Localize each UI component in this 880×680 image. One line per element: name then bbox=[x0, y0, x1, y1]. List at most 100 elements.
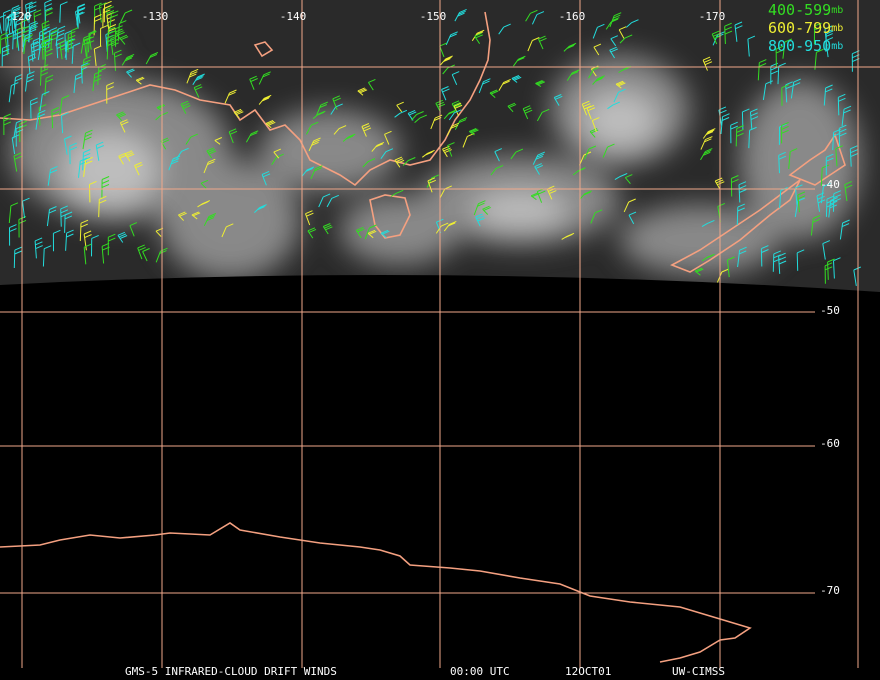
wind-barb bbox=[30, 97, 38, 119]
wind-barb bbox=[440, 55, 453, 66]
wind-barb bbox=[741, 108, 750, 130]
wind-barb bbox=[820, 182, 831, 204]
wind-barb bbox=[511, 75, 522, 83]
wind-barb bbox=[618, 26, 627, 39]
wind-barb bbox=[607, 101, 620, 110]
wind-barb bbox=[308, 137, 321, 152]
wind-barb bbox=[70, 27, 79, 49]
wind-barb bbox=[795, 184, 803, 206]
wind-barb bbox=[3, 113, 11, 136]
wind-barb bbox=[778, 123, 787, 145]
wind-barb bbox=[245, 130, 259, 143]
wind-barb bbox=[738, 181, 747, 203]
wind-barb bbox=[95, 141, 104, 161]
wind-barb bbox=[214, 137, 222, 145]
wind-barb bbox=[8, 202, 19, 224]
wind-barb bbox=[126, 68, 135, 78]
wind-barb bbox=[361, 123, 372, 137]
wind-barb bbox=[748, 126, 757, 149]
wind-barb bbox=[478, 78, 491, 94]
wind-barb bbox=[47, 165, 58, 186]
wind-barb bbox=[849, 145, 858, 167]
wind-barb bbox=[490, 164, 504, 176]
wind-barb bbox=[129, 222, 138, 237]
wind-barb bbox=[0, 14, 7, 34]
wind-barb bbox=[59, 1, 68, 23]
wind-barb bbox=[757, 59, 767, 81]
wind-barb bbox=[824, 262, 833, 284]
wind-barb bbox=[193, 84, 203, 98]
wind-barb bbox=[60, 205, 69, 227]
wind-barb bbox=[827, 258, 835, 280]
wind-barb bbox=[421, 149, 435, 158]
wind-barb bbox=[224, 89, 237, 104]
wind-barb bbox=[41, 20, 50, 41]
legend-entry: 800-950mb bbox=[768, 37, 843, 55]
wind-barb bbox=[357, 87, 368, 96]
lon-label: -130 bbox=[142, 10, 169, 23]
wind-barb bbox=[115, 25, 123, 47]
wind-barb bbox=[28, 1, 37, 23]
wind-barb bbox=[59, 95, 70, 116]
wind-barb bbox=[203, 213, 217, 227]
wind-barb bbox=[816, 192, 826, 212]
wind-barb bbox=[145, 52, 159, 65]
wind-barb bbox=[307, 227, 317, 239]
wind-barb bbox=[71, 42, 81, 64]
wind-barb bbox=[261, 170, 271, 186]
wind-barb bbox=[813, 22, 822, 45]
wind-barb bbox=[589, 128, 599, 138]
wind-barb bbox=[510, 148, 524, 160]
wind-barb bbox=[113, 49, 122, 71]
wind-barb bbox=[119, 119, 129, 133]
wind-barb bbox=[310, 165, 323, 180]
wind-barb bbox=[701, 219, 715, 228]
wind-barb bbox=[592, 75, 605, 85]
wind-barb bbox=[535, 79, 546, 88]
wind-barb bbox=[306, 121, 319, 135]
wind-barb bbox=[790, 78, 801, 99]
wind-barb bbox=[180, 100, 191, 114]
wind-barb bbox=[355, 226, 365, 239]
wind-barb bbox=[522, 105, 533, 120]
wind-barb bbox=[318, 193, 331, 208]
wind-barb bbox=[121, 53, 135, 66]
wind-barb bbox=[228, 128, 238, 144]
wind-barb bbox=[11, 134, 20, 155]
wind-barb bbox=[367, 78, 376, 91]
wind-barb bbox=[625, 19, 639, 28]
wind-barb bbox=[785, 81, 794, 103]
wind-barb bbox=[778, 252, 787, 274]
longitude-labels: -120 -130 -140 -150 -160 -170 bbox=[5, 10, 726, 23]
wind-barb bbox=[445, 31, 458, 46]
wind-barb bbox=[117, 231, 128, 243]
wind-barb bbox=[853, 266, 861, 286]
wind-barb bbox=[86, 36, 95, 58]
wind-barb bbox=[16, 30, 25, 51]
wind-barb bbox=[605, 18, 619, 30]
wind-barb bbox=[61, 112, 69, 134]
wind-barb bbox=[823, 84, 833, 106]
wind-barb bbox=[561, 232, 575, 240]
wind-barb bbox=[563, 42, 577, 52]
wind-barb bbox=[810, 215, 821, 236]
wind-barb bbox=[265, 119, 276, 129]
footer-source: UW-CIMSS bbox=[672, 665, 725, 678]
legend-unit: mb bbox=[831, 23, 843, 34]
lat-label: -60 bbox=[820, 437, 840, 450]
lon-label: -120 bbox=[5, 10, 32, 23]
wind-barb bbox=[30, 41, 40, 62]
wind-barb bbox=[837, 93, 846, 116]
footer: GMS-5 INFRARED-CLOUD DRIFT WINDS 00:00 U… bbox=[125, 665, 725, 678]
wind-barb bbox=[206, 147, 217, 159]
wind-barb bbox=[92, 70, 102, 92]
wind-barb bbox=[178, 211, 187, 221]
footer-date: 12OCT01 bbox=[565, 665, 611, 678]
wind-barb bbox=[628, 211, 637, 225]
wind-barb bbox=[258, 71, 271, 85]
wind-barb bbox=[200, 179, 209, 189]
wind-barb bbox=[531, 11, 545, 25]
wind-barb bbox=[315, 101, 328, 116]
wind-barb bbox=[6, 11, 17, 32]
